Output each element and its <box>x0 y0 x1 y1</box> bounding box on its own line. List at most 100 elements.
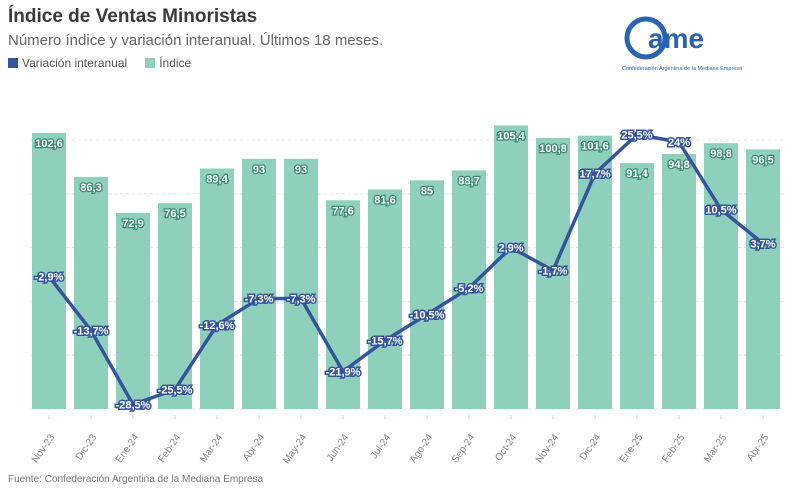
x-tick-label: Sep-24 <box>450 432 478 465</box>
line-point <box>508 244 514 251</box>
bar-label: 76,5 <box>164 208 185 220</box>
bar-label: 101,6 <box>581 141 609 153</box>
line-label: -7,3% <box>287 294 316 306</box>
legend-swatch-line <box>8 58 18 68</box>
line-label: -13,7% <box>74 326 109 338</box>
bar <box>200 168 234 409</box>
line-point <box>634 131 640 138</box>
source-note: Fuente: Confederación Argentina de la Me… <box>8 474 264 485</box>
x-tick-label: Nov-23 <box>30 432 58 465</box>
line-label: 25,5% <box>621 130 652 142</box>
line-point <box>46 273 52 280</box>
line-label: 2,9% <box>498 243 523 255</box>
line-label: -21,9% <box>326 367 361 379</box>
x-tick-label: Ene-25 <box>618 432 646 465</box>
bar <box>116 212 150 409</box>
line-point <box>466 285 472 291</box>
x-tick-label: Mar-24 <box>198 432 225 465</box>
legend-swatch-bar <box>145 58 156 68</box>
line-label: 10,5% <box>705 205 736 217</box>
line-label: -7,3% <box>245 294 274 306</box>
bar-label: 93 <box>295 164 307 176</box>
bar-label: 98,8 <box>710 148 731 160</box>
line-point <box>130 401 136 408</box>
bar <box>158 203 192 409</box>
x-tick-label: Abr-24 <box>241 432 267 463</box>
legend-label: Variación interanual <box>22 56 128 70</box>
bar <box>32 133 66 410</box>
bar <box>494 125 528 409</box>
line-point <box>676 139 682 145</box>
x-tick-label: Jul-24 <box>369 432 394 461</box>
bar-label: 86,3 <box>80 182 101 194</box>
bar <box>284 158 318 409</box>
x-tick-label: Nov-24 <box>534 432 562 465</box>
bar-label: 96,5 <box>752 154 773 166</box>
bar-label: 88,7 <box>458 175 479 187</box>
line-point <box>718 206 724 213</box>
line-label: -1,7% <box>539 266 568 278</box>
x-tick-label: Dic-23 <box>74 432 100 462</box>
variation-line <box>47 132 765 407</box>
line-label: -28,5% <box>116 400 151 412</box>
bar <box>368 189 402 409</box>
bar <box>74 176 108 409</box>
line-label: 3,7% <box>750 239 775 251</box>
line-point <box>592 170 598 177</box>
line-label: -2,9% <box>35 272 64 284</box>
line-point <box>340 368 346 375</box>
bar-label: 85 <box>421 185 433 197</box>
x-tick-label: May-24 <box>281 432 309 466</box>
line-label: -12,6% <box>200 320 235 332</box>
line-label: -10,5% <box>410 310 445 322</box>
bar <box>410 180 444 409</box>
line-label: 24% <box>668 137 690 149</box>
legend-label: Índice <box>159 56 192 70</box>
came-logo: ame Confederación Argentina de la Median… <box>622 16 743 72</box>
bar-label: 94,8 <box>668 159 689 171</box>
svg-text:ame: ame <box>648 23 704 54</box>
line-point <box>256 295 262 302</box>
bar-label: 89,4 <box>206 174 228 186</box>
line-label: -5,2% <box>455 283 484 295</box>
bar-label: 77,6 <box>332 205 353 217</box>
x-tick-label: Oct-24 <box>493 432 519 463</box>
bar <box>242 158 276 409</box>
line-label: -25,5% <box>158 385 193 397</box>
x-tick-label: Abr-25 <box>745 432 771 463</box>
line-point <box>172 386 178 393</box>
line-point <box>760 240 766 247</box>
line-label: 17,7% <box>579 169 610 181</box>
bar <box>746 149 780 410</box>
bar-label: 81,6 <box>374 194 395 206</box>
legend-item-variation: Variación interanual <box>8 56 127 70</box>
x-tick-label: Feb-24 <box>156 432 183 465</box>
line-label: -15,7% <box>368 336 403 348</box>
bar-label: 100,8 <box>539 143 567 155</box>
line-point <box>214 322 220 328</box>
x-tick-label: Ene-24 <box>114 432 142 465</box>
line-point <box>382 337 388 344</box>
x-tick-label: Mar-25 <box>702 432 729 465</box>
svg-text:Confederación Argentina de la: Confederación Argentina de la Mediana Em… <box>622 66 743 72</box>
chart-title: Índice de Ventas Minoristas <box>8 6 258 27</box>
legend: Variación interanual Índice <box>8 56 191 70</box>
bar <box>578 135 612 410</box>
bar-label: 72,9 <box>122 218 143 230</box>
bar-label: 105,4 <box>497 130 525 142</box>
x-tick-label: Jun-24 <box>325 432 352 464</box>
line-point <box>550 267 556 274</box>
x-tick-label: Ago-24 <box>408 432 436 465</box>
bar <box>704 143 738 409</box>
line-point <box>298 295 304 302</box>
line-point <box>424 311 430 318</box>
x-tick-label: Feb-25 <box>660 432 687 465</box>
bar <box>662 153 696 409</box>
bar-label: 102,6 <box>35 138 63 150</box>
line-point <box>88 327 94 334</box>
chart-subtitle: Número índice y variación interanual. Úl… <box>8 32 384 49</box>
bar-label: 91,4 <box>626 168 648 180</box>
legend-item-index: Índice <box>145 56 191 70</box>
bar-label: 93 <box>253 164 265 176</box>
